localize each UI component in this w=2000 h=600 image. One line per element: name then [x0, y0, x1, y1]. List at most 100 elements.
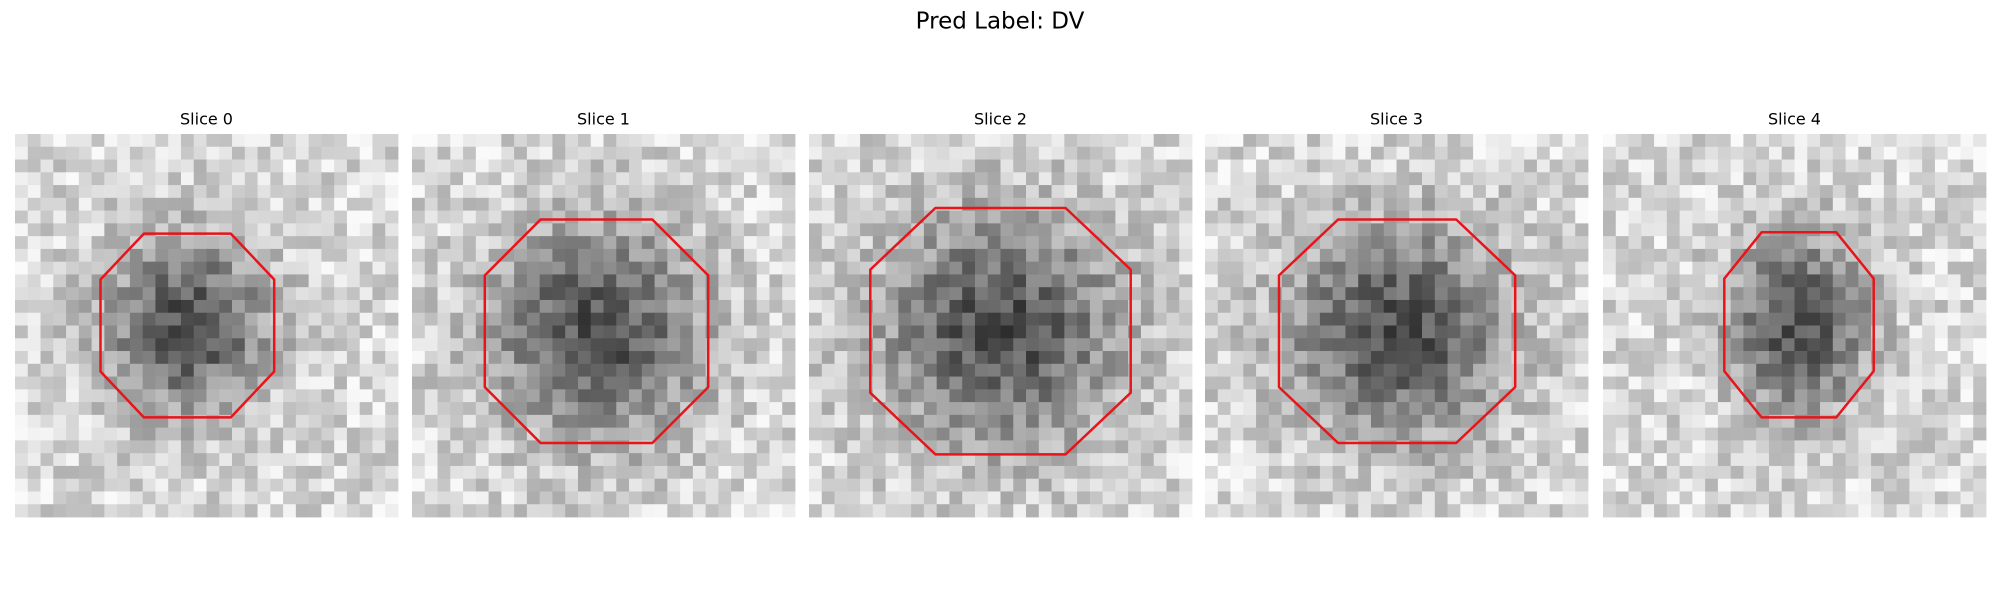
pixel	[1922, 427, 1936, 441]
pixel	[1383, 338, 1397, 352]
pixel	[1243, 134, 1257, 148]
pixel	[885, 299, 899, 314]
pixel	[987, 351, 1001, 365]
pixel	[1628, 299, 1642, 314]
pixel	[692, 338, 707, 352]
pixel	[949, 287, 963, 301]
pixel	[66, 504, 80, 518]
pixel	[244, 414, 258, 429]
pixel	[1345, 274, 1359, 288]
pixel	[1781, 504, 1795, 518]
pixel	[117, 236, 131, 250]
pixel	[180, 402, 195, 416]
pixel	[450, 351, 464, 365]
pixel	[142, 402, 156, 416]
pixel	[667, 146, 681, 160]
pixel	[1256, 376, 1270, 390]
pixel	[1447, 274, 1461, 288]
pixel	[731, 376, 745, 390]
pixel	[705, 389, 719, 403]
pixel	[1679, 338, 1693, 352]
pixel	[1883, 134, 1898, 148]
pixel	[1717, 402, 1732, 416]
pixel	[654, 402, 668, 416]
pixel	[1434, 478, 1448, 492]
pixel	[1871, 159, 1885, 173]
pixel	[539, 146, 553, 160]
pixel	[1013, 134, 1027, 148]
pixel	[1628, 427, 1642, 441]
pixel	[488, 504, 502, 518]
pixel	[769, 402, 783, 416]
pixel	[372, 312, 386, 326]
pixel	[1345, 465, 1359, 480]
pixel	[1922, 402, 1936, 416]
pixel	[514, 210, 528, 224]
pixel	[860, 465, 874, 480]
pixel	[1794, 491, 1808, 505]
pixel	[104, 210, 118, 224]
pixel	[1871, 223, 1885, 237]
pixel	[1294, 453, 1308, 467]
pixel	[885, 274, 899, 288]
pixel	[1345, 389, 1359, 403]
pixel	[66, 197, 80, 211]
pixel	[705, 172, 719, 186]
pixel	[1692, 389, 1706, 403]
pixel	[1281, 236, 1295, 250]
pixel	[1307, 491, 1321, 505]
pixel	[501, 197, 515, 211]
pixel	[539, 299, 553, 314]
pixel	[809, 197, 823, 211]
pixel	[834, 427, 848, 441]
pixel	[769, 389, 783, 403]
pixel	[40, 197, 54, 211]
pixel	[1934, 223, 1949, 237]
pixel	[1615, 312, 1629, 326]
pixel	[667, 325, 681, 339]
pixel	[346, 274, 361, 288]
pixel	[1077, 236, 1091, 250]
pixel	[1781, 351, 1795, 365]
pixel	[27, 223, 41, 237]
pixel	[1756, 427, 1770, 441]
pixel	[756, 134, 770, 148]
pixel	[1166, 210, 1180, 224]
pixel	[1038, 236, 1052, 250]
pixel	[987, 402, 1001, 416]
pixel	[1524, 453, 1538, 467]
pixel	[385, 440, 399, 454]
pixel	[1447, 248, 1461, 263]
pixel	[283, 274, 297, 288]
pixel	[1575, 274, 1589, 288]
pixel	[15, 491, 29, 505]
pixel	[1051, 274, 1065, 288]
pixel	[936, 172, 950, 186]
pixel	[1077, 363, 1091, 377]
pixel	[321, 478, 335, 492]
pixel	[1820, 261, 1834, 275]
pixel	[1820, 453, 1834, 467]
pixel	[1730, 223, 1744, 237]
pixel	[1205, 414, 1219, 429]
pixel	[1396, 453, 1410, 467]
pixel	[1166, 146, 1180, 160]
pixel	[1422, 159, 1436, 173]
pixel	[346, 478, 361, 492]
pixel	[1781, 159, 1795, 173]
pixel	[1960, 389, 1974, 403]
pixel	[1615, 376, 1629, 390]
pixel	[898, 223, 912, 237]
pixel	[1934, 491, 1949, 505]
pixel	[1115, 414, 1129, 429]
pixel	[1370, 146, 1385, 160]
pixel	[1447, 453, 1461, 467]
pixel	[692, 440, 707, 454]
pixel	[1447, 504, 1461, 518]
pixel	[526, 236, 541, 250]
pixel	[1102, 274, 1116, 288]
pixel	[1230, 274, 1244, 288]
pixel	[257, 236, 271, 250]
pixel	[1013, 402, 1027, 416]
pixel	[1473, 440, 1487, 454]
